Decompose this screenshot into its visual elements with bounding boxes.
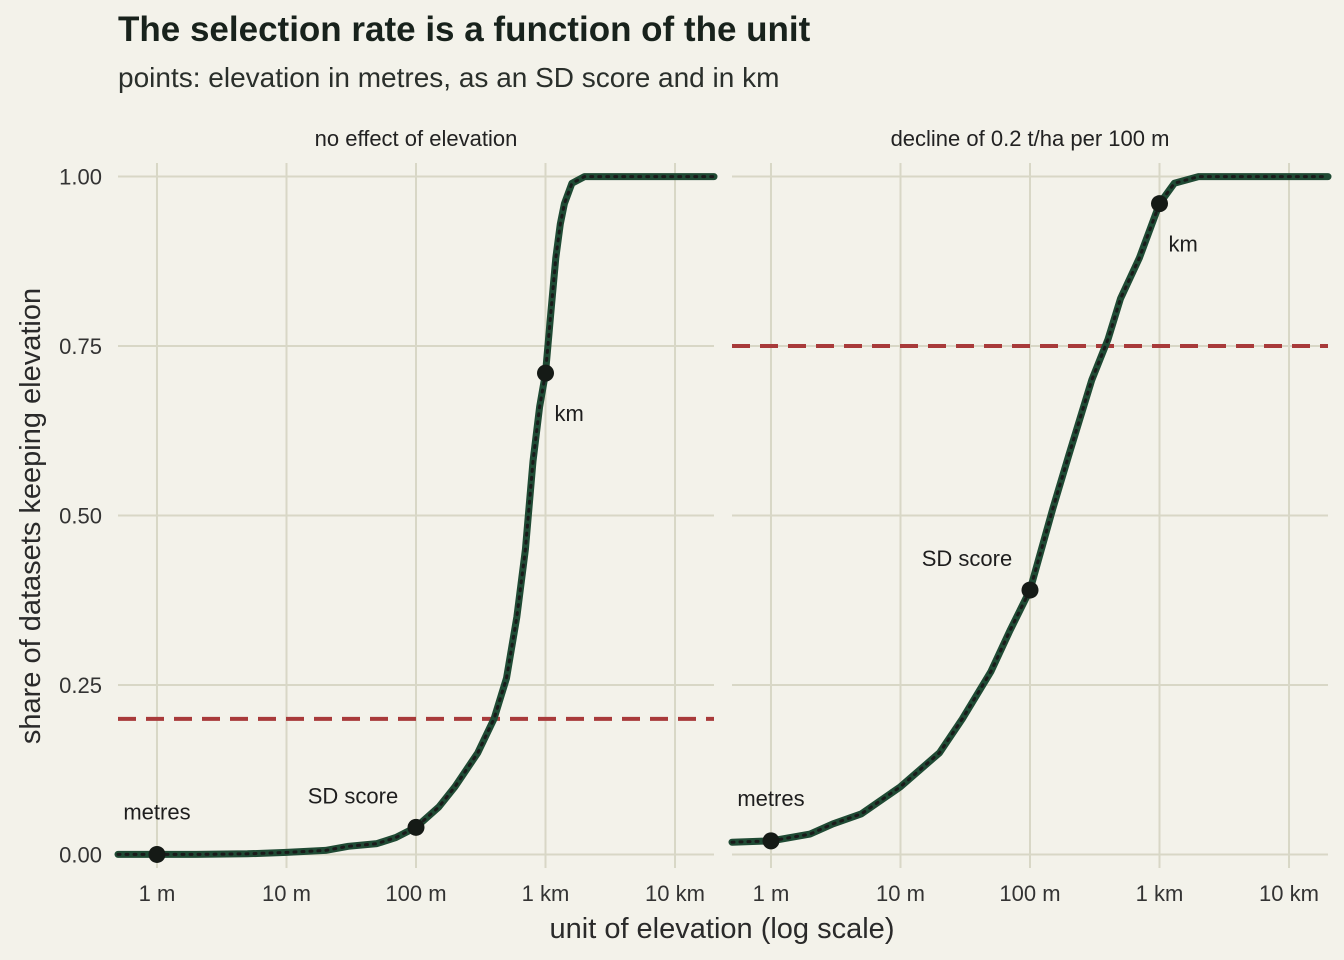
x-tick-label: 1 km: [522, 881, 570, 906]
point-label: km: [555, 401, 584, 426]
data-point: [1151, 195, 1169, 213]
facet-title: decline of 0.2 t/ha per 100 m: [891, 126, 1170, 151]
data-point: [407, 818, 425, 836]
facet-panel-no-effect: no effect of elevation 1 m 10 m 100 m 1 km 10…: [114, 126, 718, 906]
y-axis: 0.00 0.25 0.50 0.75 1.00: [59, 165, 102, 868]
y-tick-label: 0.75: [59, 334, 102, 359]
y-axis-title: share of datasets keeping elevation: [15, 288, 47, 744]
x-tick-label: 10 km: [1259, 881, 1319, 906]
facet-panel-decline: decline of 0.2 t/ha per 100 m 1 m 10 m 100 …: [728, 126, 1332, 906]
smoothed-curve: [116, 175, 716, 856]
x-tick-label: 1 km: [1136, 881, 1184, 906]
data-point: [537, 364, 555, 382]
chart-title: The selection rate is a function of the …: [118, 10, 811, 49]
x-axis-title: unit of elevation (log scale): [550, 913, 895, 945]
y-tick-label: 0.25: [59, 673, 102, 698]
x-tick-label: 10 km: [645, 881, 705, 906]
x-tick-label: 100 m: [385, 881, 446, 906]
point-label: km: [1169, 232, 1198, 257]
data-point: [1021, 581, 1039, 599]
data-point: [762, 832, 780, 850]
x-tick-label: 10 m: [262, 881, 311, 906]
x-tick-label: 100 m: [999, 881, 1060, 906]
point-label: metres: [737, 786, 804, 811]
x-tick-label: 1 m: [139, 881, 176, 906]
data-point: [148, 845, 166, 863]
x-tick-label: 10 m: [876, 881, 925, 906]
y-tick-label: 0.00: [59, 842, 102, 867]
smoothed-curve: [730, 175, 1330, 844]
facet-title: no effect of elevation: [315, 126, 518, 151]
y-tick-label: 1.00: [59, 165, 102, 190]
x-tick-label: 1 m: [753, 881, 790, 906]
point-label: SD score: [308, 783, 398, 808]
point-label: SD score: [922, 546, 1012, 571]
chart-subtitle: points: elevation in metres, as an SD sc…: [118, 62, 780, 93]
point-label: metres: [123, 799, 190, 824]
y-tick-label: 0.50: [59, 504, 102, 529]
